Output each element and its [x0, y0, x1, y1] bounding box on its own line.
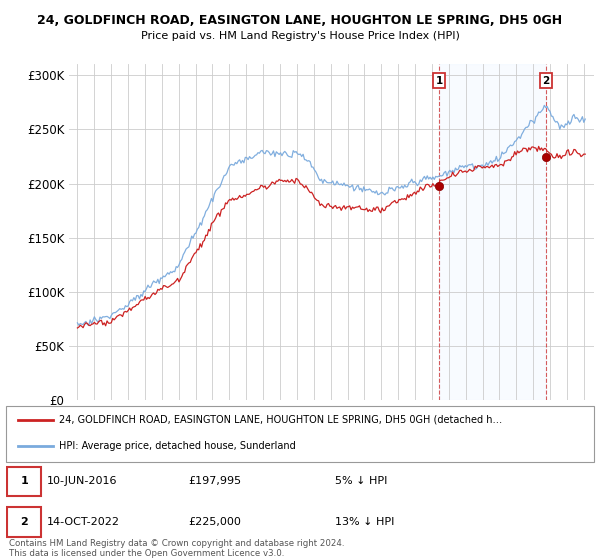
Text: 10-JUN-2016: 10-JUN-2016 — [47, 477, 118, 487]
Text: 2: 2 — [542, 76, 550, 86]
FancyBboxPatch shape — [6, 465, 594, 557]
Text: 1: 1 — [436, 76, 443, 86]
Text: £197,995: £197,995 — [188, 477, 241, 487]
Text: HPI: Average price, detached house, Sunderland: HPI: Average price, detached house, Sund… — [59, 441, 296, 451]
Text: Price paid vs. HM Land Registry's House Price Index (HPI): Price paid vs. HM Land Registry's House … — [140, 31, 460, 41]
Text: 1: 1 — [20, 477, 28, 487]
Text: 24, GOLDFINCH ROAD, EASINGTON LANE, HOUGHTON LE SPRING, DH5 0GH: 24, GOLDFINCH ROAD, EASINGTON LANE, HOUG… — [37, 14, 563, 27]
FancyBboxPatch shape — [7, 507, 41, 537]
FancyBboxPatch shape — [7, 466, 41, 496]
FancyBboxPatch shape — [6, 406, 594, 462]
Text: 2: 2 — [20, 517, 28, 527]
Bar — [439, 64, 546, 400]
Text: Contains HM Land Registry data © Crown copyright and database right 2024.
This d: Contains HM Land Registry data © Crown c… — [9, 539, 344, 558]
Text: £225,000: £225,000 — [188, 517, 241, 527]
Text: 14-OCT-2022: 14-OCT-2022 — [47, 517, 120, 527]
Text: 13% ↓ HPI: 13% ↓ HPI — [335, 517, 395, 527]
Text: 5% ↓ HPI: 5% ↓ HPI — [335, 477, 388, 487]
Text: 24, GOLDFINCH ROAD, EASINGTON LANE, HOUGHTON LE SPRING, DH5 0GH (detached h…: 24, GOLDFINCH ROAD, EASINGTON LANE, HOUG… — [59, 415, 502, 425]
